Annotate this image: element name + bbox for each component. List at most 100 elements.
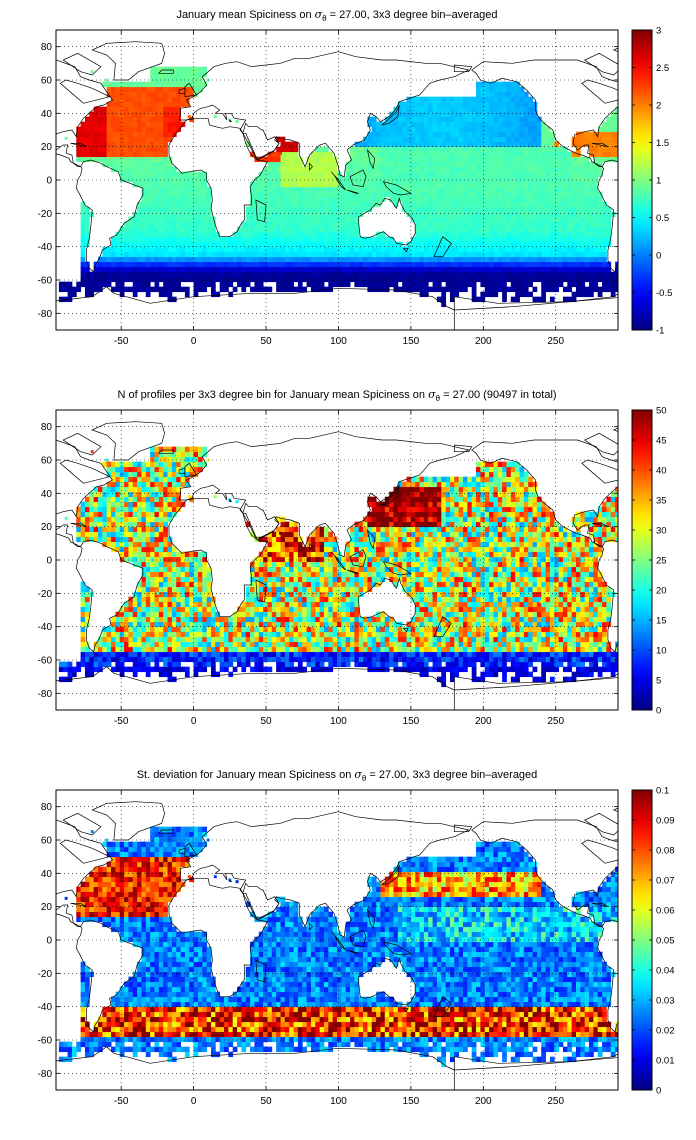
heatmap-cell (506, 231, 512, 238)
heatmap-cell (93, 651, 99, 658)
heatmap-cell (584, 201, 590, 208)
heatmap-cell (493, 166, 499, 173)
heatmap-cell (145, 671, 151, 678)
heatmap-cell (562, 211, 568, 218)
heatmap-cell (606, 141, 612, 148)
heatmap-cell (93, 116, 99, 123)
heatmap-cell (237, 266, 242, 273)
heatmap-cell (371, 131, 377, 138)
heatmap-cell (145, 151, 151, 158)
heatmap-cell (454, 216, 460, 223)
heatmap-cell (141, 276, 147, 283)
heatmap-cell (163, 146, 168, 153)
heatmap-cell (402, 196, 407, 203)
heatmap-cell (141, 481, 147, 488)
heatmap-cell (597, 136, 603, 143)
heatmap-cell (441, 141, 447, 148)
heatmap-cell (202, 556, 208, 563)
heatmap-cell (245, 281, 251, 288)
heatmap-cell (419, 171, 425, 178)
heatmap-cell (593, 231, 599, 238)
heatmap-cell (180, 256, 186, 263)
heatmap-cell (532, 176, 538, 183)
heatmap-cell (419, 156, 425, 163)
heatmap-cell (189, 266, 195, 273)
heatmap-cell (528, 266, 533, 273)
heatmap-cell (202, 571, 208, 578)
heatmap-cell (180, 656, 186, 663)
heatmap-cell (480, 246, 486, 253)
heatmap-cell (180, 551, 186, 558)
heatmap-cell (132, 611, 138, 618)
heatmap-cell (567, 231, 573, 238)
heatmap-cell (71, 671, 77, 678)
heatmap-cell (332, 266, 338, 273)
heatmap-cell (497, 271, 503, 278)
heatmap-cell (154, 261, 160, 268)
heatmap-cell (132, 96, 138, 103)
heatmap-cell (167, 246, 173, 253)
heatmap-cell (554, 166, 560, 173)
heatmap-cell (293, 221, 299, 228)
heatmap-cell (502, 211, 507, 218)
heatmap-cell (119, 506, 125, 513)
heatmap-cell (397, 136, 403, 143)
heatmap-cell (515, 271, 520, 278)
heatmap-cell (98, 131, 103, 138)
heatmap-cell (145, 226, 151, 233)
heatmap-cell (176, 481, 181, 488)
heatmap-cell (163, 481, 168, 488)
heatmap-cell (158, 526, 164, 533)
heatmap-cell (180, 221, 186, 228)
heatmap-cell (480, 261, 486, 268)
heatmap-cell (111, 126, 116, 133)
heatmap-cell (111, 481, 116, 488)
heatmap-cell (575, 226, 581, 233)
heatmap-cell (606, 131, 612, 138)
heatmap-cell (180, 461, 186, 468)
heatmap-cell (463, 281, 468, 288)
heatmap-cell (610, 156, 616, 163)
heatmap-cell (132, 261, 138, 268)
heatmap-cell (224, 266, 229, 273)
heatmap-cell (302, 186, 307, 193)
heatmap-cell (145, 656, 151, 663)
heatmap-cell (163, 656, 168, 663)
heatmap-cell (515, 236, 520, 243)
heatmap-cell (441, 181, 447, 188)
heatmap-cell (176, 246, 181, 253)
heatmap-cell (380, 261, 386, 268)
heatmap-cell (180, 561, 186, 568)
heatmap-cell (171, 591, 177, 598)
heatmap-cell (180, 171, 186, 178)
heatmap-cell (150, 471, 155, 478)
heatmap-cell (306, 231, 312, 238)
heatmap-cell (532, 256, 538, 263)
heatmap-cell (449, 266, 455, 273)
heatmap-cell (549, 166, 555, 173)
heatmap-cell (528, 186, 533, 193)
heatmap-cell (597, 131, 603, 138)
heatmap-cell (276, 231, 281, 238)
heatmap-cell (171, 191, 177, 198)
heatmap-cell (467, 271, 473, 278)
heatmap-cell (449, 251, 455, 258)
heatmap-cell (232, 231, 238, 238)
heatmap-cell (302, 231, 307, 238)
heatmap-cell (389, 121, 394, 128)
heatmap-cell (276, 181, 281, 188)
heatmap-cell (124, 251, 129, 258)
heatmap-cell (258, 156, 264, 163)
heatmap-cell (480, 126, 486, 133)
heatmap-cell (323, 276, 329, 283)
heatmap-cell (575, 291, 581, 298)
heatmap-cell (137, 551, 142, 558)
heatmap-cell (210, 291, 216, 298)
heatmap-cell (432, 216, 438, 223)
heatmap-cell (502, 241, 507, 248)
heatmap-cell (158, 536, 164, 543)
heatmap-cell (150, 231, 155, 238)
heatmap-cell (476, 81, 481, 88)
heatmap-cell (571, 296, 577, 303)
heatmap-cell (376, 191, 381, 198)
